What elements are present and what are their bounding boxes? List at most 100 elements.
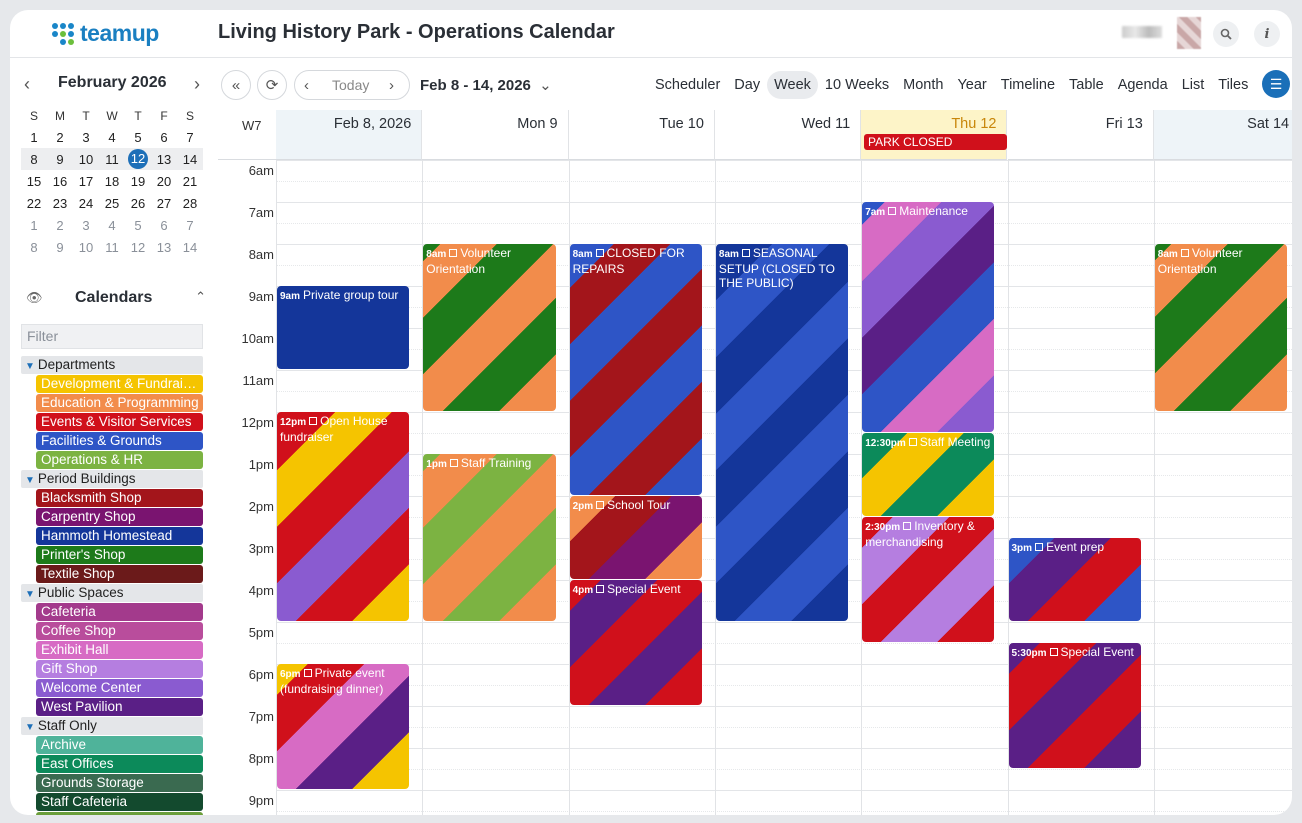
prev-period-icon[interactable]: ‹ <box>304 77 309 94</box>
calendar-event[interactable]: 9am Private group tour <box>277 286 410 369</box>
mini-day[interactable]: 8 <box>30 239 38 255</box>
mini-day[interactable]: 19 <box>130 173 146 189</box>
collapse-sidebar-icon[interactable]: « <box>221 70 251 100</box>
calendar-event[interactable]: 8am Volunteer Orientation <box>423 244 556 411</box>
calendar-item[interactable]: Blacksmith Shop <box>36 489 203 507</box>
calendar-item[interactable]: Events & Visitor Services <box>36 413 203 431</box>
mini-day[interactable]: 7 <box>186 129 194 145</box>
mini-day[interactable]: 2 <box>56 129 64 145</box>
mini-day[interactable]: 9 <box>47 148 73 170</box>
all-day-event-park-closed[interactable]: PARK CLOSED <box>864 134 1007 150</box>
avatar[interactable] <box>1177 17 1201 49</box>
mini-day[interactable]: 12 <box>130 239 146 255</box>
mini-day[interactable]: 28 <box>182 195 198 211</box>
calendar-item[interactable]: Staff Cafeteria <box>36 793 203 811</box>
view-tab[interactable]: 10 Weeks <box>824 77 890 93</box>
calendar-item[interactable]: West Pavilion <box>36 698 203 716</box>
calendar-group[interactable]: ▼ Public Spaces <box>21 584 203 602</box>
calendar-item[interactable]: East Offices <box>36 755 203 773</box>
day-column-header[interactable]: Mon 9 <box>422 110 569 160</box>
today-button[interactable]: Today <box>332 77 370 93</box>
calendar-event[interactable]: 2pm School Tour <box>569 496 702 579</box>
mini-day-today[interactable]: 12 <box>125 148 151 170</box>
mini-day[interactable]: 5 <box>134 129 142 145</box>
mini-day[interactable]: 21 <box>182 173 198 189</box>
chevron-up-icon[interactable]: ⌃ <box>195 289 206 304</box>
mini-day[interactable]: 1 <box>30 129 38 145</box>
calendar-item[interactable]: Coffee Shop <box>36 622 203 640</box>
mini-day[interactable]: 17 <box>78 173 94 189</box>
calendar-item[interactable]: Welcome Center <box>36 679 203 697</box>
calendar-group[interactable]: ▼ Staff Only <box>21 717 203 735</box>
calendar-event[interactable]: 8am Volunteer Orientation <box>1154 244 1288 411</box>
mini-day[interactable]: 15 <box>26 173 42 189</box>
day-column-header[interactable]: Tue 10 <box>568 110 715 160</box>
prev-month-icon[interactable]: ‹ <box>24 74 30 94</box>
mini-day[interactable]: 6 <box>160 217 168 233</box>
mini-day[interactable]: 9 <box>56 239 64 255</box>
mini-day[interactable]: 7 <box>186 217 194 233</box>
view-tab[interactable]: Tiles <box>1218 77 1249 93</box>
date-range-selector[interactable]: Feb 8 - 14, 2026 ⌄ <box>420 76 552 94</box>
refresh-icon[interactable]: ⟳ <box>257 70 287 100</box>
view-tab[interactable]: Year <box>957 77 987 93</box>
calendar-item[interactable]: Development & Fundraising <box>36 375 203 393</box>
day-column-header[interactable]: Sat 14 <box>1153 110 1292 160</box>
mini-day[interactable]: 1 <box>30 217 38 233</box>
mini-day[interactable]: 5 <box>134 217 142 233</box>
day-column-header[interactable]: Wed 11 <box>714 110 862 160</box>
calendar-item[interactable]: Cafeteria <box>36 603 203 621</box>
mini-day[interactable]: 25 <box>104 195 120 211</box>
calendar-item[interactable]: Exhibit Hall <box>36 641 203 659</box>
calendar-event[interactable]: 2:30pm Inventory & merchandising <box>862 517 995 642</box>
calendar-item[interactable]: Carpentry Shop <box>36 508 203 526</box>
calendar-event[interactable]: 5:30pm Special Event <box>1008 643 1141 768</box>
calendar-item[interactable]: Gift Shop <box>36 660 203 678</box>
calendar-group[interactable]: ▼ Period Buildings <box>21 470 203 488</box>
search-icon[interactable] <box>1213 21 1239 47</box>
info-icon[interactable]: i <box>1254 21 1280 47</box>
mini-day[interactable]: 10 <box>78 239 94 255</box>
mini-day[interactable]: 4 <box>108 129 116 145</box>
calendar-item[interactable]: Education & Programming <box>36 394 203 412</box>
calendar-filter-input[interactable]: Filter <box>21 324 203 349</box>
calendar-event[interactable]: 8am CLOSED FOR REPAIRS <box>569 244 702 495</box>
mini-day[interactable]: 4 <box>108 217 116 233</box>
mini-day[interactable]: 10 <box>73 148 99 170</box>
calendar-group[interactable]: ▼ Departments <box>21 356 203 374</box>
next-month-icon[interactable]: › <box>194 74 200 94</box>
view-tab[interactable]: Table <box>1069 77 1104 93</box>
calendar-event[interactable]: 1pm Staff Training <box>423 454 556 621</box>
mini-day[interactable]: 6 <box>160 129 168 145</box>
mini-day[interactable]: 14 <box>182 239 198 255</box>
mini-day[interactable]: 16 <box>52 173 68 189</box>
calendar-item[interactable]: Operations & HR <box>36 451 203 469</box>
view-tab[interactable]: Week <box>767 71 818 99</box>
calendar-item[interactable]: Hammoth Homestead <box>36 527 203 545</box>
view-tab[interactable]: Day <box>734 77 761 93</box>
mini-day[interactable]: 14 <box>177 148 203 170</box>
mini-day[interactable]: 27 <box>156 195 172 211</box>
mini-day[interactable]: 13 <box>151 148 177 170</box>
calendar-event[interactable]: 7am Maintenance <box>862 202 995 432</box>
calendar-event[interactable]: 3pm Event prep <box>1008 538 1141 621</box>
view-tab[interactable]: Agenda <box>1117 77 1168 93</box>
calendar-item[interactable]: Archive <box>36 736 203 754</box>
mini-day[interactable]: 26 <box>130 195 146 211</box>
calendar-item[interactable]: Training Room 1 <box>36 812 203 815</box>
teamup-logo[interactable]: teamup <box>52 20 159 47</box>
mini-day[interactable]: 11 <box>99 148 125 170</box>
calendar-item[interactable]: Facilities & Grounds <box>36 432 203 450</box>
calendar-event[interactable]: 8am SEASONAL SETUP (CLOSED TO THE PUBLIC) <box>715 244 849 621</box>
mini-day[interactable]: 18 <box>104 173 120 189</box>
mini-day[interactable]: 23 <box>52 195 68 211</box>
triangle-down-icon[interactable]: ▼ <box>25 475 35 486</box>
mini-day[interactable]: 13 <box>156 239 172 255</box>
mini-day[interactable]: 11 <box>105 239 119 255</box>
mini-day[interactable]: 3 <box>82 217 90 233</box>
triangle-down-icon[interactable]: ▼ <box>25 589 35 600</box>
mini-day[interactable]: 2 <box>56 217 64 233</box>
calendar-item[interactable]: Grounds Storage <box>36 774 203 792</box>
calendar-event[interactable]: 4pm Special Event <box>569 580 702 705</box>
mini-day[interactable]: 8 <box>21 148 47 170</box>
